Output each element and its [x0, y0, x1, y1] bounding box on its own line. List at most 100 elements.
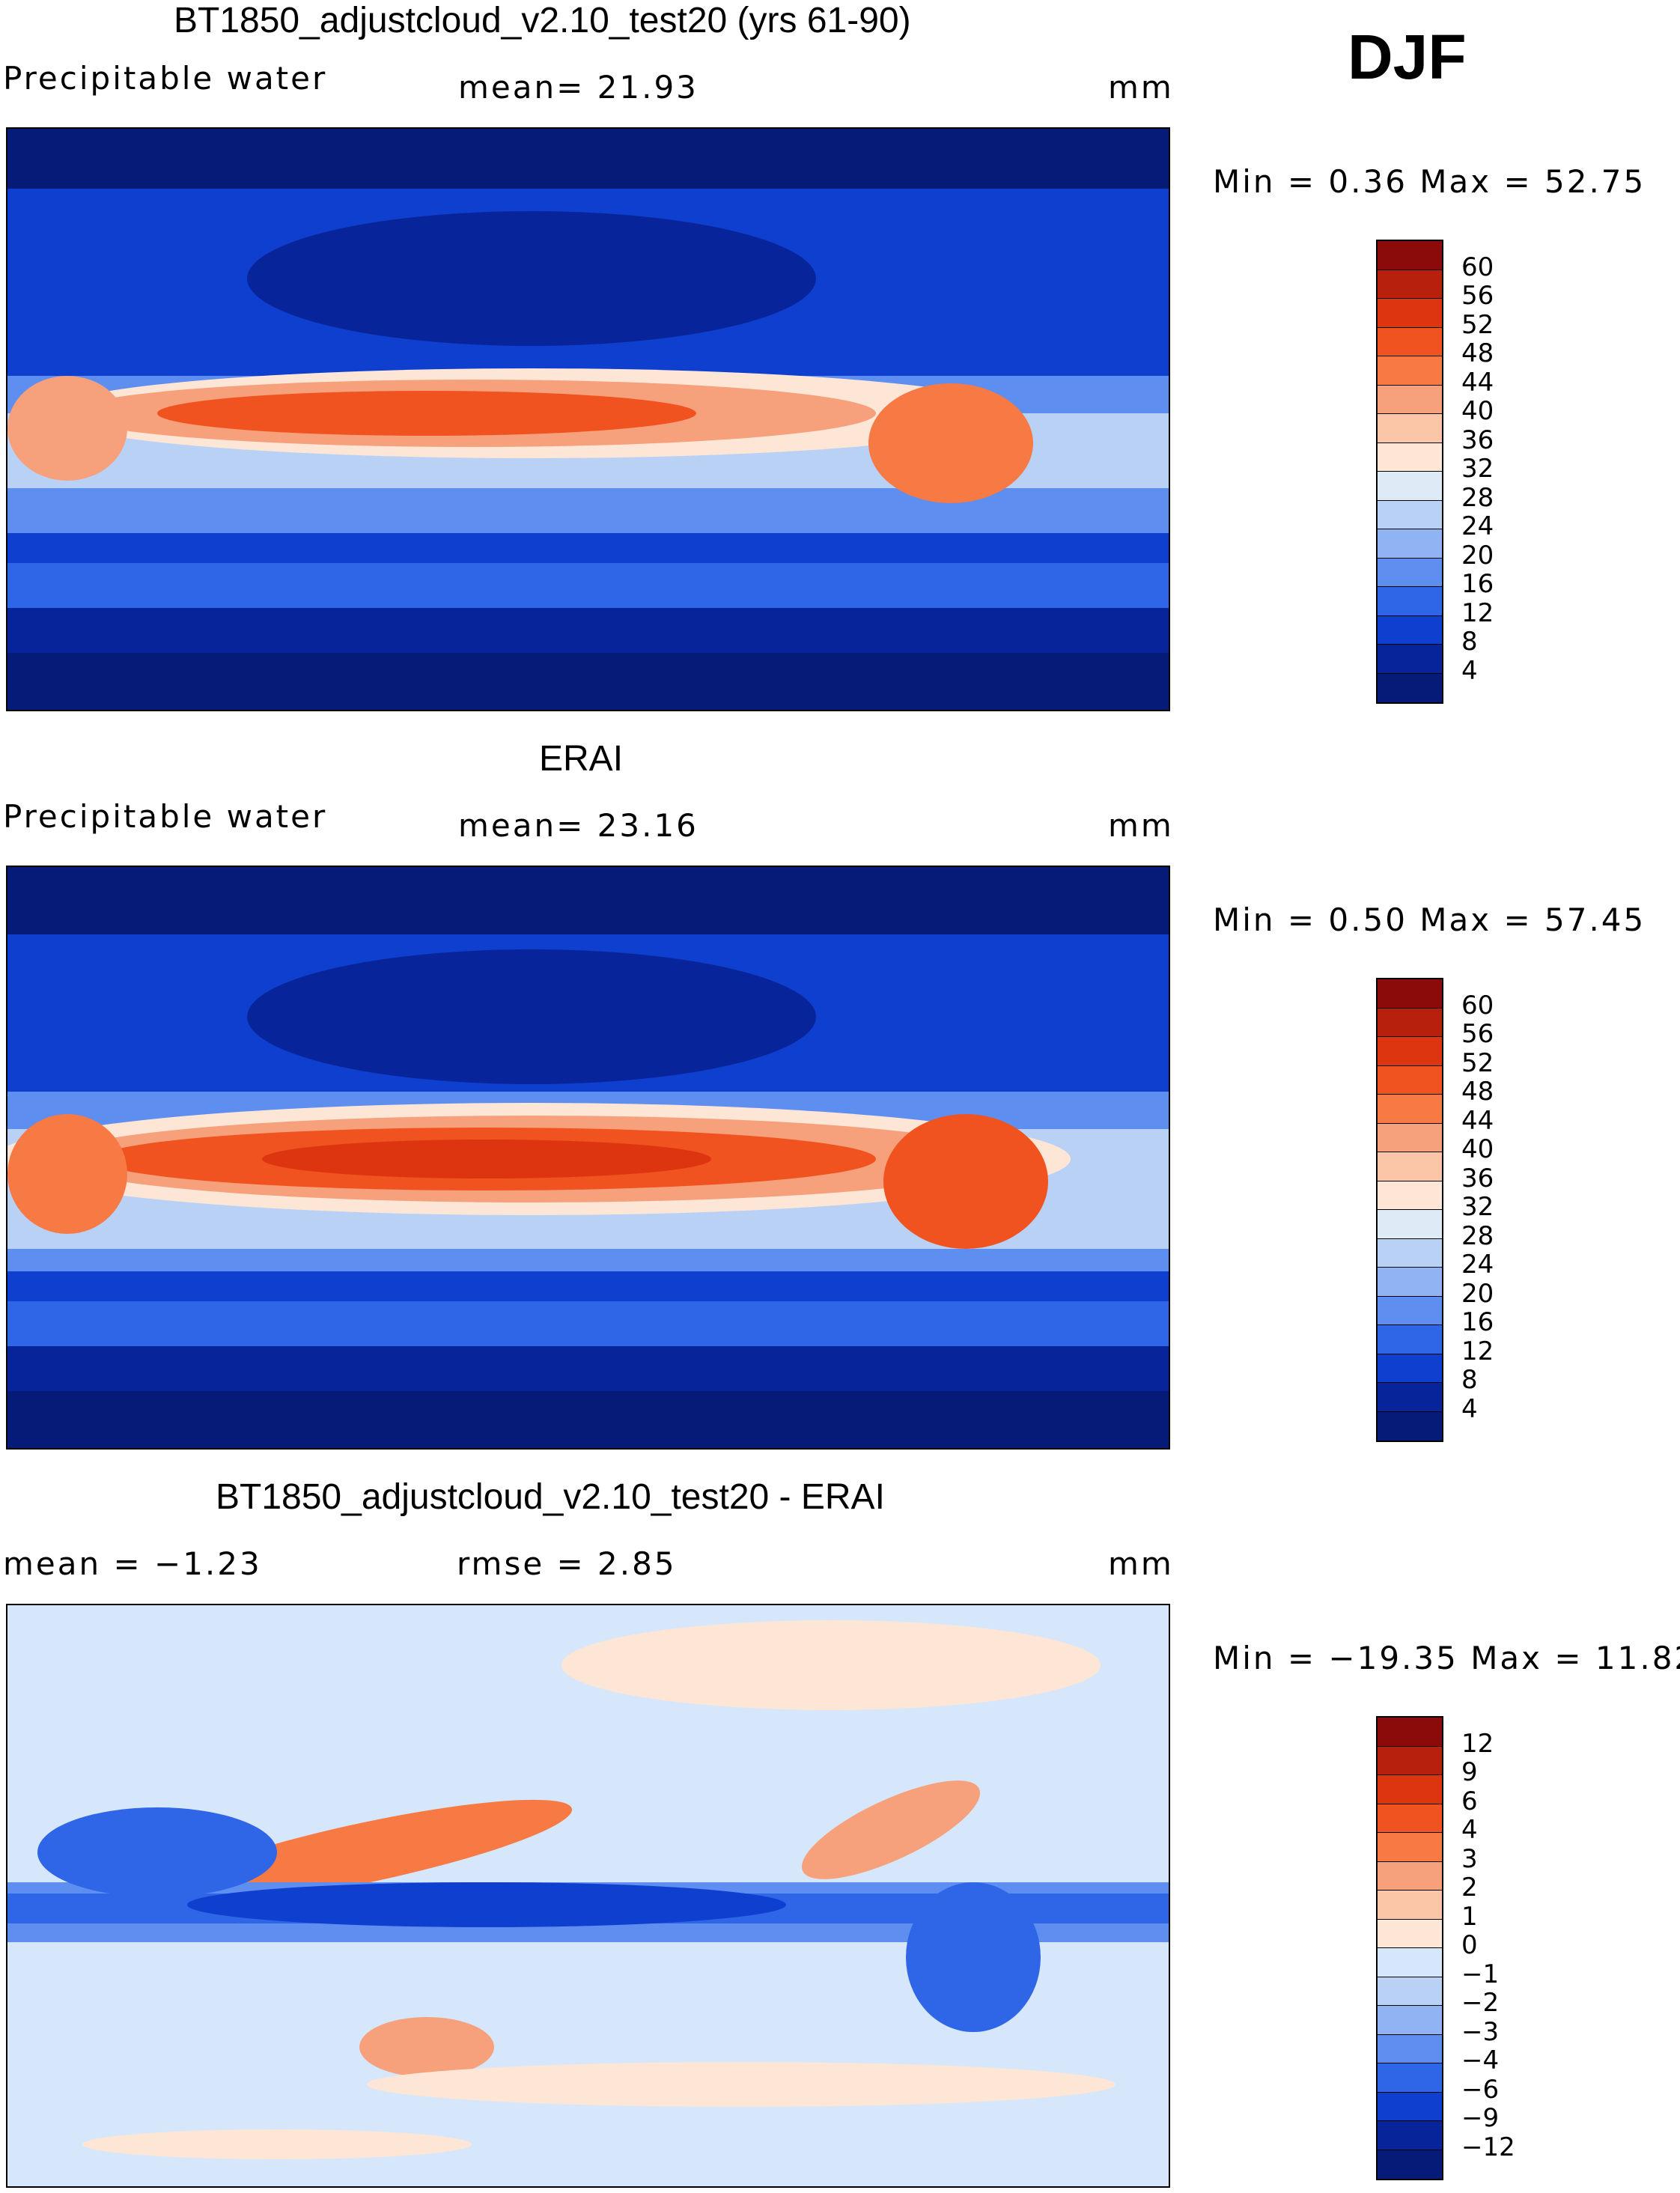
colorbar-tick-label: 12 [1461, 1728, 1494, 1759]
panel1-units: mm [1108, 69, 1174, 106]
colorbar-swatch [1378, 2092, 1442, 2121]
panel2-mean: mean= 23.16 [458, 807, 699, 844]
colorbar-swatch [1378, 1948, 1442, 1977]
colorbar-tick-label: 36 [1461, 425, 1494, 455]
colorbar-swatch [1378, 299, 1442, 328]
panel3-colorbar [1376, 1716, 1443, 2180]
colorbar-swatch [1378, 1775, 1442, 1804]
colorbar-tick-label: 4 [1461, 655, 1478, 686]
panel1-field [7, 129, 1169, 710]
panel3-field [7, 1605, 1169, 2186]
colorbar-tick-label: 60 [1461, 990, 1494, 1021]
panel3-mean: mean = −1.23 [3, 1545, 262, 1582]
colorbar-tick-label: −12 [1461, 2132, 1515, 2162]
colorbar-tick-label: 6 [1461, 1786, 1478, 1816]
colorbar-swatch [1378, 615, 1442, 645]
colorbar-swatch [1378, 2150, 1442, 2179]
colorbar-tick-label: 3 [1461, 1843, 1478, 1874]
colorbar-swatch [1378, 500, 1442, 529]
colorbar-swatch [1378, 1383, 1442, 1412]
colorbar-swatch [1378, 1123, 1442, 1152]
colorbar-swatch [1378, 1354, 1442, 1383]
colorbar-swatch [1378, 1833, 1442, 1862]
colorbar-swatch [1378, 1181, 1442, 1210]
colorbar-tick-label: 24 [1461, 1250, 1494, 1280]
colorbar-swatch [1378, 1268, 1442, 1297]
colorbar-swatch [1378, 472, 1442, 501]
colorbar-swatch [1378, 356, 1442, 386]
colorbar-tick-label: −9 [1461, 2103, 1500, 2133]
colorbar-tick-label: 1 [1461, 1901, 1478, 1932]
colorbar-swatch [1378, 327, 1442, 356]
colorbar-swatch [1378, 241, 1442, 270]
colorbar-tick-label: 28 [1461, 482, 1494, 513]
panel1-variable-label: Precipitable water [3, 60, 328, 97]
colorbar-tick-label: 32 [1461, 454, 1494, 484]
panel1-minmax: Min = 0.36 Max = 52.75 [1213, 163, 1646, 200]
colorbar-tick-label: 40 [1461, 396, 1494, 426]
colorbar-tick-label: −2 [1461, 1988, 1500, 2018]
colorbar-tick-label: 2 [1461, 1873, 1478, 1902]
colorbar-swatch [1378, 1296, 1442, 1325]
panel1-mean: mean= 21.93 [458, 69, 699, 106]
colorbar-swatch [1378, 1746, 1442, 1775]
colorbar-tick-label: −1 [1461, 1959, 1500, 1989]
colorbar-tick-label: 8 [1461, 627, 1478, 657]
colorbar-tick-label: 48 [1461, 338, 1494, 368]
colorbar-swatch [1378, 1977, 1442, 2006]
colorbar-swatch [1378, 1325, 1442, 1354]
panel3-units: mm [1108, 1545, 1174, 1582]
colorbar-tick-label: −6 [1461, 2074, 1500, 2105]
season-label: DJF [1348, 22, 1467, 92]
colorbar-swatch [1378, 1095, 1442, 1124]
colorbar-tick-label: 48 [1461, 1077, 1494, 1107]
colorbar-swatch [1378, 270, 1442, 299]
panel1-colorbar [1376, 240, 1443, 704]
colorbar-tick-label: 44 [1461, 367, 1494, 398]
colorbar-tick-label: 12 [1461, 1336, 1494, 1366]
colorbar-tick-label: 32 [1461, 1192, 1494, 1222]
colorbar-swatch [1378, 2121, 1442, 2150]
colorbar-tick-label: 9 [1461, 1757, 1478, 1787]
panel3-rmse: rmse = 2.85 [457, 1545, 677, 1582]
colorbar-tick-label: 28 [1461, 1220, 1494, 1251]
colorbar-tick-label: 56 [1461, 1019, 1494, 1049]
panel1-title: BT1850_adjustcloud_v2.10_test20 (yrs 61-… [174, 1, 911, 40]
colorbar-tick-label: 20 [1461, 1278, 1494, 1309]
panel2-units: mm [1108, 807, 1174, 844]
colorbar-swatch [1378, 2034, 1442, 2063]
colorbar-tick-label: 56 [1461, 281, 1494, 311]
colorbar-tick-label: 0 [1461, 1930, 1478, 1960]
colorbar-tick-label: 16 [1461, 1307, 1494, 1337]
colorbar-swatch [1378, 558, 1442, 587]
colorbar-swatch [1378, 1065, 1442, 1095]
colorbar-swatch [1378, 1411, 1442, 1441]
panel2-field [7, 867, 1169, 1448]
colorbar-tick-label: 4 [1461, 1815, 1478, 1845]
colorbar-swatch [1378, 2006, 1442, 2035]
colorbar-tick-label: 44 [1461, 1105, 1494, 1136]
colorbar-swatch [1378, 1210, 1442, 1239]
colorbar-tick-label: 4 [1461, 1393, 1478, 1424]
colorbar-tick-label: 24 [1461, 511, 1494, 541]
colorbar-tick-label: 20 [1461, 540, 1494, 571]
colorbar-tick-label: 8 [1461, 1365, 1478, 1395]
colorbar-swatch [1378, 1718, 1442, 1747]
colorbar-swatch [1378, 1861, 1442, 1891]
panel2-variable-label: Precipitable water [3, 798, 328, 835]
colorbar-swatch [1378, 1152, 1442, 1181]
panel3-minmax: Min = −19.35 Max = 11.82 [1213, 1640, 1680, 1676]
colorbar-tick-label: 52 [1461, 309, 1494, 340]
colorbar-swatch [1378, 414, 1442, 443]
colorbar-tick-label: −3 [1461, 2016, 1500, 2047]
colorbar-swatch [1378, 1919, 1442, 1948]
colorbar-tick-label: 12 [1461, 597, 1494, 628]
colorbar-swatch [1378, 979, 1442, 1009]
colorbar-swatch [1378, 1804, 1442, 1833]
panel2-title: ERAI [539, 739, 624, 779]
colorbar-swatch [1378, 442, 1442, 472]
colorbar-swatch [1378, 529, 1442, 559]
colorbar-swatch [1378, 1891, 1442, 1920]
panel1-map [6, 127, 1170, 711]
panel3-title: BT1850_adjustcloud_v2.10_test20 - ERAI [216, 1477, 885, 1517]
